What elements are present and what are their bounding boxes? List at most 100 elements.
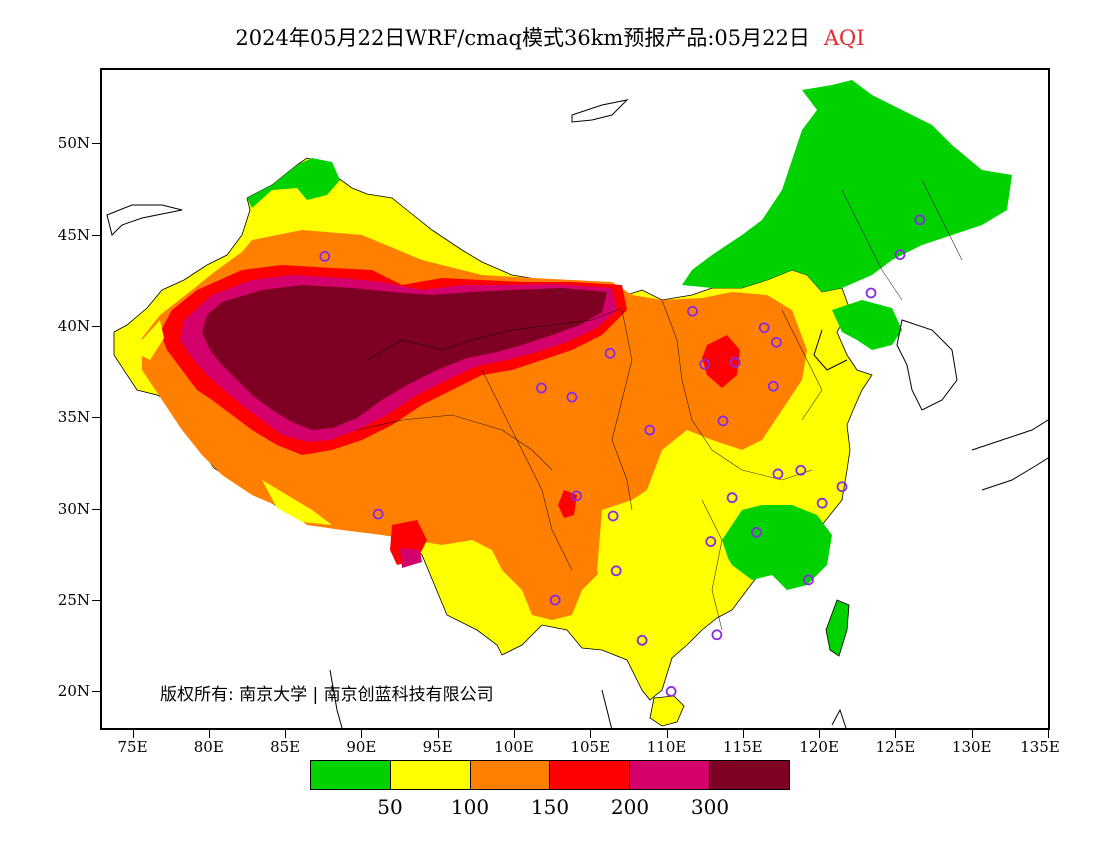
lat-tick	[92, 325, 100, 327]
city-station-marker	[767, 380, 779, 392]
title-main: 2024年05月22日WRF/cmaq模式36km预报产品:05月22日	[235, 26, 810, 50]
region-yellow-southwest	[262, 480, 332, 525]
region-maroon-core	[202, 285, 607, 430]
lon-label: 130E	[951, 738, 992, 756]
city-station-marker	[610, 565, 622, 577]
lat-tick	[92, 508, 100, 510]
legend-swatch	[550, 761, 631, 789]
city-station-marker	[758, 322, 770, 334]
lon-tick	[132, 730, 134, 738]
lat-tick	[92, 234, 100, 236]
region-hainan	[649, 695, 685, 727]
city-station-marker	[729, 357, 741, 368]
city-station-marker	[699, 358, 711, 370]
russia-coast-north	[571, 99, 629, 123]
city-station-marker	[549, 594, 561, 606]
lon-tick	[895, 730, 897, 738]
city-station-marker	[816, 497, 828, 509]
city-station-marker	[914, 214, 926, 226]
region-green-hebei-north	[832, 300, 902, 350]
japan-outline	[971, 419, 1048, 491]
city-station-marker	[711, 629, 723, 641]
lat-tick	[92, 600, 100, 602]
lon-tick	[208, 730, 210, 738]
legend-label: 150	[530, 795, 570, 819]
city-station-marker	[319, 251, 331, 262]
legend-swatch	[390, 761, 471, 789]
lon-label: 120E	[799, 738, 839, 756]
aqi-fill	[140, 80, 1012, 650]
lon-tick	[361, 730, 363, 738]
city-station-marker	[607, 510, 619, 522]
lon-tick	[513, 730, 515, 738]
legend-swatch	[311, 761, 391, 789]
city-station-marker	[571, 490, 582, 502]
title-variable: AQI	[823, 26, 865, 50]
lon-tick	[819, 730, 821, 738]
lon-label: 85E	[270, 738, 301, 756]
city-stations	[319, 214, 926, 697]
city-station-marker	[705, 536, 717, 547]
legend-swatch	[630, 761, 711, 789]
city-station-marker	[566, 391, 578, 403]
region-green-northeast	[682, 80, 1012, 292]
color-legend-bar	[310, 760, 790, 790]
bohai-coast	[813, 329, 848, 371]
legend-label: 50	[377, 795, 403, 819]
lon-tick	[742, 730, 744, 738]
city-station-marker	[687, 305, 698, 317]
city-station-marker	[751, 527, 762, 538]
city-station-marker	[865, 287, 877, 299]
map-title: 2024年05月22日WRF/cmaq模式36km预报产品:05月22日 AQI	[0, 22, 1100, 52]
legend-label: 200	[610, 795, 650, 819]
city-station-marker	[836, 481, 848, 493]
region-yellow-west-arc	[140, 320, 164, 360]
city-station-marker	[604, 347, 616, 359]
region-green-northwest	[247, 158, 340, 208]
lat-label: 35N	[57, 408, 90, 427]
city-station-marker	[726, 492, 738, 504]
lon-label: 80E	[193, 738, 224, 756]
lon-label: 105E	[570, 738, 611, 756]
lon-tick	[1048, 730, 1049, 738]
lat-label: 50N	[57, 134, 90, 153]
indochina-coast	[329, 669, 613, 728]
lat-label: 25N	[57, 591, 90, 610]
korea-outline	[896, 319, 958, 411]
city-station-marker	[894, 249, 906, 261]
lat-label: 20N	[57, 682, 90, 701]
lon-label: 90E	[346, 738, 377, 756]
legend-swatch	[710, 761, 789, 789]
legend-label: 300	[690, 795, 730, 819]
lon-label: 110E	[646, 738, 687, 756]
lat-label: 40N	[57, 316, 90, 335]
lon-tick	[666, 730, 668, 738]
city-station-marker	[644, 424, 656, 436]
lon-label: 75E	[117, 738, 148, 756]
region-purple-tibet-south	[400, 548, 422, 568]
lat-tick	[92, 143, 100, 145]
province-borders	[356, 179, 963, 631]
lon-label: 135E	[1020, 738, 1060, 756]
city-station-marker	[636, 634, 648, 646]
city-station-marker	[772, 468, 784, 480]
city-station-marker	[803, 574, 814, 586]
region-red-shanxi	[702, 335, 740, 388]
lake-west	[106, 204, 183, 236]
legend-label: 100	[450, 795, 490, 819]
lon-label: 125E	[875, 738, 916, 756]
aqi-map	[106, 80, 1048, 728]
lon-label: 115E	[723, 738, 763, 756]
lat-tick	[92, 691, 100, 693]
region-yellow-south	[597, 490, 742, 650]
lon-tick	[437, 730, 439, 738]
map-frame	[100, 68, 1050, 730]
region-green-southeast	[717, 505, 832, 590]
region-taiwan	[825, 599, 850, 657]
city-station-marker	[771, 336, 782, 348]
city-station-marker	[795, 464, 807, 476]
lon-tick	[285, 730, 287, 738]
city-station-marker	[717, 415, 729, 427]
copyright-text: 版权所有: 南京大学 | 南京创蓝科技有限公司	[160, 685, 494, 705]
neighbor-coastlines	[106, 99, 1048, 728]
